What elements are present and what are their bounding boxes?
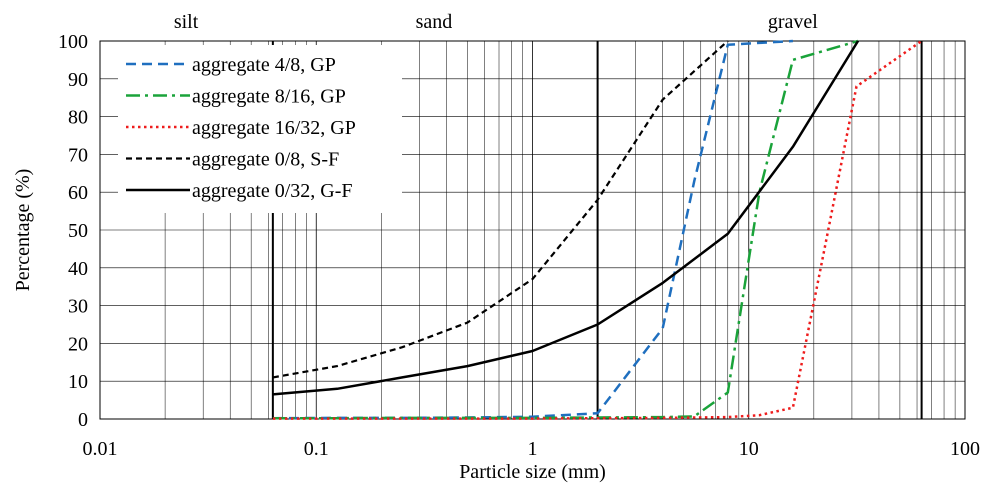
x-tick-label: 0.01 [83,438,118,460]
x-tick-labels: 0.01 0.1 1 10 100 [83,438,981,460]
x-axis-title: Particle size (mm) [459,461,606,483]
zone-label: gravel [768,11,818,33]
x-tick-label: 10 [739,438,759,460]
legend-label-1: aggregate 4/8, GP [192,54,336,76]
x-tick-label: 0.1 [304,438,329,460]
zone-labels: silt sand gravel [174,11,818,33]
series-line-2 [272,39,859,420]
y-tick-label: 90 [68,69,88,91]
legend-label-2: aggregate 8/16, GP [192,86,346,108]
x-tick-label: 100 [950,438,980,460]
series-line-4 [272,40,729,379]
zone-label: silt [174,11,199,33]
y-tick-label: 60 [68,182,88,204]
legend-label-5: aggregate 0/32, G-F [192,180,353,202]
y-tick-label: 80 [68,107,88,129]
y-tick-label: 10 [68,371,88,393]
series-line-5 [272,40,860,396]
y-tick-labels: 0 10 20 30 40 50 60 70 80 90 100 [58,31,88,431]
y-tick-label: 50 [68,220,88,242]
legend-label-3: aggregate 16/32, GP [192,117,356,139]
y-tick-label: 20 [68,333,88,355]
y-axis-title: Percentage (%) [12,169,34,292]
series-layer [272,39,923,420]
zone-label: sand [416,11,453,33]
legend-box [118,45,402,213]
y-tick-label: 40 [68,258,88,280]
x-tick-label: 1 [528,438,538,460]
y-tick-label: 70 [68,144,88,166]
legend: aggregate 4/8, GP aggregate 8/16, GP aggre… [118,45,402,213]
y-tick-label: 30 [68,296,88,318]
y-tick-label: 0 [78,409,88,431]
y-tick-label: 100 [58,31,88,53]
series-line-1 [272,39,793,420]
legend-label-4: aggregate 0/8, S-F [192,149,339,171]
